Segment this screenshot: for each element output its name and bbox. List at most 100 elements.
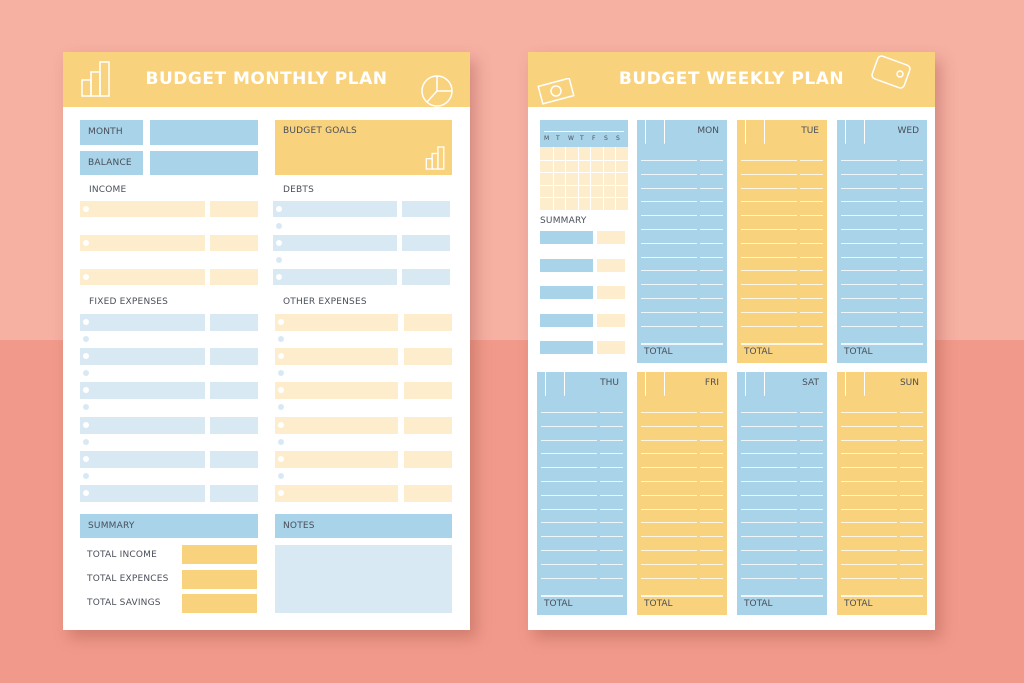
entry-line — [741, 494, 797, 496]
total-line — [741, 595, 823, 597]
other-expense-amount-field[interactable] — [404, 348, 452, 366]
day-column-sat[interactable]: SAT TOTAL — [737, 372, 827, 615]
entry-line — [641, 467, 697, 469]
day-name: FRI — [704, 378, 719, 388]
bookmark-icon — [545, 372, 565, 396]
other-expense-field[interactable] — [275, 450, 398, 468]
debt-amount-field[interactable] — [402, 201, 450, 217]
day-total-label: TOTAL — [644, 347, 673, 357]
other-expense-amount-field[interactable] — [404, 485, 452, 502]
month-field[interactable] — [150, 120, 258, 145]
entry-line — [741, 298, 797, 299]
weekly-summary-field[interactable] — [540, 231, 593, 244]
month-label: MONTH — [88, 127, 123, 137]
entry-line — [700, 215, 723, 217]
fixed-expense-field[interactable] — [80, 450, 205, 468]
day-column-sun[interactable]: SUN TOTAL — [837, 372, 927, 615]
income-amount-field[interactable] — [210, 201, 258, 217]
income-item-field[interactable] — [80, 201, 205, 217]
debt-item-field[interactable] — [273, 269, 397, 285]
total-savings-field[interactable] — [182, 594, 257, 613]
income-amount-field[interactable] — [210, 269, 258, 285]
other-expense-amount-field[interactable] — [404, 450, 452, 468]
entry-line — [641, 256, 697, 258]
weekly-summary-amount-field[interactable] — [597, 231, 625, 244]
fixed-expense-field[interactable] — [80, 314, 205, 331]
fixed-expense-field[interactable] — [80, 348, 205, 366]
entry-line — [541, 412, 597, 413]
entry-line — [641, 494, 697, 496]
other-expense-field[interactable] — [275, 314, 398, 331]
fixed-expense-field[interactable] — [80, 416, 205, 434]
day-column-tue[interactable]: TUE TOTAL — [737, 120, 827, 363]
debt-amount-field[interactable] — [402, 269, 450, 285]
balance-field[interactable] — [150, 151, 258, 175]
weekly-summary-amount-field[interactable] — [597, 341, 625, 354]
other-expense-field[interactable] — [275, 382, 398, 400]
notes-field[interactable] — [275, 545, 452, 613]
day-column-mon[interactable]: MON TOTAL — [637, 120, 727, 363]
other-expense-amount-field[interactable] — [404, 382, 452, 400]
calendar-grid-line — [540, 172, 628, 174]
debt-item-field[interactable] — [273, 201, 397, 217]
income-item-field[interactable] — [80, 269, 205, 285]
bullet-icon — [278, 490, 284, 496]
weekly-summary-field[interactable] — [540, 258, 593, 272]
income-item-field[interactable] — [80, 235, 205, 251]
entry-line — [800, 467, 823, 469]
entry-line — [600, 577, 623, 579]
fixed-expense-amount-field[interactable] — [210, 314, 258, 331]
other-expense-amount-field[interactable] — [404, 314, 452, 331]
other-expense-field[interactable] — [275, 416, 398, 434]
weekly-summary-field[interactable] — [540, 313, 593, 327]
entry-line — [800, 187, 823, 189]
entry-line — [800, 270, 823, 272]
budget-goals-box[interactable]: BUDGET GOALS — [275, 120, 452, 175]
fixed-expense-amount-field[interactable] — [210, 382, 258, 400]
weekly-summary-amount-field[interactable] — [597, 258, 625, 272]
debt-item-field[interactable] — [273, 235, 397, 251]
fixed-expense-amount-field[interactable] — [210, 348, 258, 366]
bookmark-icon — [645, 120, 665, 144]
calendar-weekday: W — [568, 135, 575, 142]
entry-line — [741, 439, 797, 441]
fixed-expense-amount-field[interactable] — [210, 485, 258, 502]
weekly-summary-field[interactable] — [540, 286, 593, 299]
weekly-summary-amount-field[interactable] — [597, 313, 625, 327]
entry-line — [741, 201, 797, 203]
entry-line — [700, 270, 723, 272]
day-column-fri[interactable]: FRI TOTAL — [637, 372, 727, 615]
calendar-weekday: T — [556, 135, 560, 142]
fixed-expense-amount-field[interactable] — [210, 416, 258, 434]
entry-line — [541, 522, 597, 524]
other-expense-amount-field[interactable] — [404, 416, 452, 434]
entry-line — [700, 256, 723, 258]
entry-line — [841, 325, 897, 327]
total-income-field[interactable] — [182, 545, 257, 564]
fixed-expense-amount-field[interactable] — [210, 450, 258, 468]
entry-line — [641, 229, 697, 230]
fixed-expense-field[interactable] — [80, 485, 205, 502]
entry-line — [700, 325, 723, 327]
entry-line — [900, 577, 923, 579]
entry-line — [741, 187, 797, 189]
entry-line — [741, 215, 797, 217]
day-column-wed[interactable]: WED TOTAL — [837, 120, 927, 363]
other-expense-field[interactable] — [275, 348, 398, 366]
day-total-label: TOTAL — [644, 599, 673, 609]
entry-line — [641, 563, 697, 565]
day-name: SUN — [899, 378, 919, 388]
entry-line — [841, 563, 897, 565]
weekly-summary-field[interactable] — [540, 341, 593, 354]
debt-amount-field[interactable] — [402, 235, 450, 251]
fixed-expense-field[interactable] — [80, 382, 205, 400]
weekly-summary-amount-field[interactable] — [597, 286, 625, 299]
entry-line — [800, 160, 823, 161]
other-expense-field[interactable] — [275, 485, 398, 502]
total-expences-field[interactable] — [182, 570, 257, 589]
calendar-grid-line — [590, 147, 591, 210]
income-amount-field[interactable] — [210, 235, 258, 251]
day-column-thu[interactable]: THU TOTAL — [537, 372, 627, 615]
entry-line — [800, 439, 823, 441]
